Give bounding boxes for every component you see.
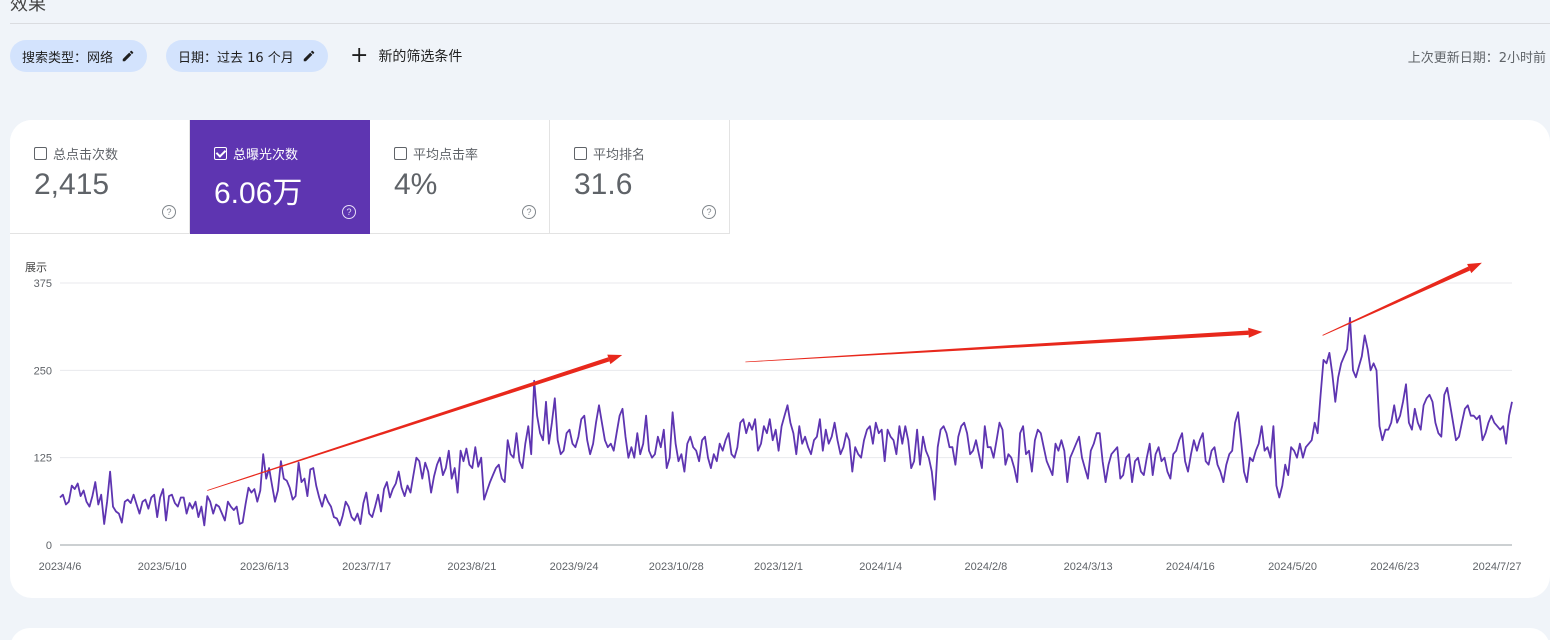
x-tick-label: 2023/4/6 — [39, 561, 82, 573]
checkbox-icon[interactable] — [34, 147, 47, 160]
metric-average-ctr[interactable]: 平均点击率 4% ? — [370, 120, 550, 234]
x-tick-label: 2023/9/24 — [550, 561, 599, 573]
x-tick-label: 2024/3/13 — [1064, 561, 1113, 573]
metric-label: 总曝光次数 — [233, 148, 299, 163]
search-type-filter-chip[interactable]: 搜索类型：网络 — [10, 40, 148, 72]
help-circle-icon[interactable]: ? — [702, 205, 716, 219]
metric-label: 总点击次数 — [53, 148, 119, 163]
performance-card: 总点击次数 2,415 ? 总曝光次数 6.06万 ? 平均点击率 4% ? 平… — [10, 120, 1550, 598]
date-filter-chip[interactable]: 日期：过去 16 个月 — [166, 40, 328, 72]
y-axis-title: 展示 — [25, 261, 47, 274]
header-divider — [10, 23, 1550, 24]
y-tick-label: 375 — [34, 278, 52, 290]
checkbox-icon[interactable] — [214, 147, 227, 160]
x-tick-label: 2024/5/20 — [1268, 561, 1317, 573]
metric-label: 平均点击率 — [413, 148, 479, 163]
help-circle-icon[interactable]: ? — [342, 205, 356, 219]
annotation-arrow-head — [1248, 327, 1263, 338]
date-filter-label: 日期：过去 16 个月 — [178, 50, 294, 66]
add-filter-button[interactable]: + 新的筛选条件 — [350, 40, 462, 72]
metric-total-impressions[interactable]: 总曝光次数 6.06万 ? — [190, 120, 370, 234]
x-tick-label: 2023/5/10 — [138, 561, 187, 573]
pencil-icon — [122, 50, 134, 62]
annotation-arrow-head — [607, 354, 623, 365]
metric-average-position-label-row: 平均排名 — [574, 144, 645, 163]
annotation-arrow-shaft — [1322, 266, 1471, 336]
page-title: 效果 — [10, 0, 46, 15]
x-tick-label: 2023/12/1 — [754, 561, 803, 573]
x-tick-label: 2024/6/23 — [1370, 561, 1419, 573]
metric-total-clicks-label-row: 总点击次数 — [34, 144, 118, 163]
checkbox-icon[interactable] — [574, 147, 587, 160]
x-tick-label: 2023/7/17 — [342, 561, 391, 573]
metric-value: 31.6 — [574, 168, 633, 201]
add-filter-label: 新的筛选条件 — [378, 49, 463, 65]
metric-tabs: 总点击次数 2,415 ? 总曝光次数 6.06万 ? 平均点击率 4% ? 平… — [10, 120, 730, 234]
next-card — [10, 628, 1550, 640]
metric-value: 4% — [394, 168, 438, 201]
x-tick-label: 2024/1/4 — [859, 561, 902, 573]
help-circle-icon[interactable]: ? — [522, 205, 536, 219]
annotation-arrow-shaft — [745, 330, 1249, 363]
plus-icon: + — [350, 43, 369, 68]
metric-total-clicks[interactable]: 总点击次数 2,415 ? — [10, 120, 190, 234]
search-type-filter-label: 搜索类型：网络 — [22, 50, 114, 66]
help-circle-icon[interactable]: ? — [162, 205, 176, 219]
y-tick-label: 125 — [34, 453, 52, 465]
last-updated-text: 上次更新日期：2小时前 — [1407, 51, 1546, 66]
metric-average-ctr-label-row: 平均点击率 — [394, 144, 478, 163]
impressions-chart[interactable]: 0 125 250 375 2023/4/6 2023/5/10 2023/6/13 2023… — [10, 120, 1550, 598]
metric-total-impressions-label-row: 总曝光次数 — [214, 144, 298, 163]
metric-value: 2,415 — [34, 168, 110, 201]
metric-average-position[interactable]: 平均排名 31.6 ? — [550, 120, 730, 234]
annotation-arrow-head — [1467, 262, 1482, 274]
x-tick-label: 2023/10/28 — [649, 561, 704, 573]
x-tick-label: 2023/8/21 — [447, 561, 496, 573]
metric-value: 6.06万 — [214, 177, 303, 210]
checkbox-icon[interactable] — [394, 147, 407, 160]
y-tick-label: 0 — [46, 540, 52, 552]
pencil-icon — [303, 50, 315, 62]
x-tick-label: 2024/7/27 — [1473, 561, 1522, 573]
x-tick-label: 2024/4/16 — [1166, 561, 1215, 573]
metric-label: 平均排名 — [593, 148, 646, 163]
y-tick-label: 250 — [34, 365, 52, 377]
x-tick-label: 2023/6/13 — [240, 561, 289, 573]
impressions-series-line — [59, 317, 1513, 527]
x-tick-label: 2024/2/8 — [964, 561, 1007, 573]
annotation-arrow-shaft — [207, 357, 610, 491]
